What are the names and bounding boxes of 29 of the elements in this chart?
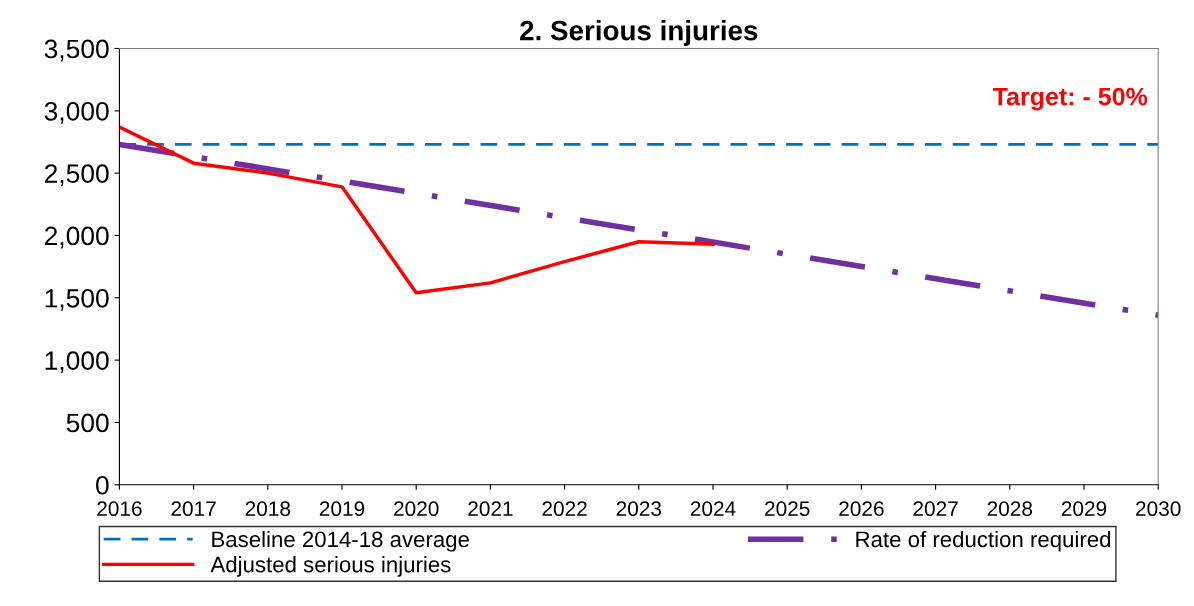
y-tick-label: 2,000: [44, 226, 109, 249]
x-tick-label: 2016: [97, 501, 142, 517]
legend-label: Baseline 2014-18 average: [212, 530, 469, 552]
x-tick-label: 2026: [839, 501, 884, 517]
y-tick-label: 2,500: [44, 164, 109, 187]
x-tick-label: 2017: [171, 501, 216, 517]
annotation: Target: - 50%: [992, 87, 1148, 111]
chart-title: 2. Serious injuries: [520, 20, 758, 46]
x-tick-label: 2023: [616, 501, 662, 517]
x-tick-label: 2025: [765, 501, 810, 517]
x-tick-label: 2029: [1061, 501, 1107, 517]
y-tick-label: 500: [66, 413, 109, 433]
x-tick-label: 2020: [394, 501, 439, 517]
x-tick-label: 2027: [913, 501, 958, 517]
legend-label: Adjusted serious injuries: [210, 556, 451, 577]
line-series: [119, 125, 715, 295]
x-tick-label: 2024: [690, 501, 736, 517]
y-tick-label: 1,500: [45, 288, 109, 311]
x-tick-label: 2028: [987, 501, 1033, 517]
y-tick-label: 3,000: [44, 101, 109, 124]
y-tick-label: 3,500: [44, 39, 109, 62]
x-tick-label: 2021: [468, 501, 513, 517]
x-tick-label: 2022: [542, 501, 587, 517]
x-tick-label: 2019: [319, 501, 365, 517]
y-tick-label: 1,000: [45, 351, 109, 374]
y-tick-label: 0: [96, 475, 109, 495]
x-tick-label: 2018: [245, 501, 291, 517]
legend-label: Rate of reduction required: [856, 530, 1111, 552]
x-tick-label: 2030: [1136, 501, 1181, 517]
